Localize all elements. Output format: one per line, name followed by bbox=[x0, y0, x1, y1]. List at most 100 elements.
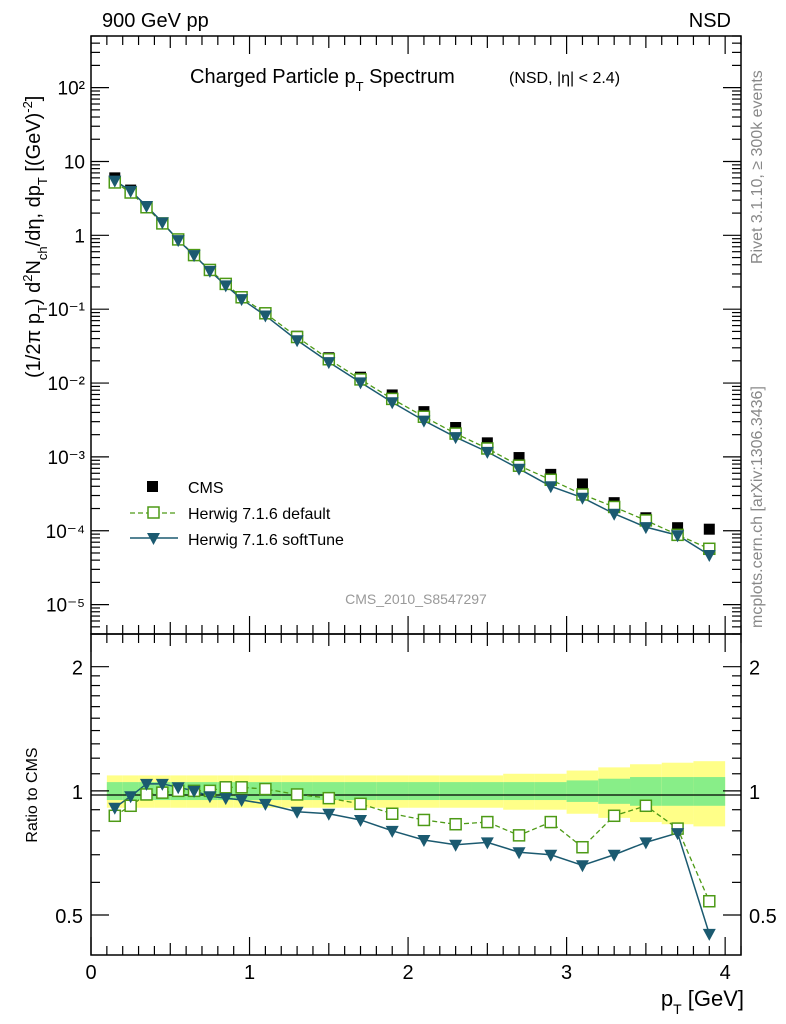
main-y-tick-label: 10⁻¹ bbox=[48, 300, 86, 321]
main-data-marks bbox=[108, 172, 716, 562]
main-y-tick-label: 10² bbox=[58, 79, 85, 100]
ratio-band-inner bbox=[439, 782, 472, 801]
main-point-softtune bbox=[290, 335, 304, 348]
main-point-softtune bbox=[417, 415, 431, 428]
header-left: 900 GeV pp bbox=[102, 10, 209, 32]
ratio-point-softtune bbox=[544, 849, 558, 862]
main-point-softtune bbox=[187, 250, 201, 263]
main-point-softtune bbox=[702, 549, 716, 562]
main-point-softtune bbox=[354, 377, 368, 390]
main-point-softtune bbox=[171, 235, 185, 248]
ratio-point-default bbox=[607, 809, 621, 823]
x-tick-label: 3 bbox=[561, 962, 572, 984]
main-y-tick-label: 10⁻⁵ bbox=[46, 596, 85, 617]
ratio-point-softtune bbox=[449, 839, 463, 852]
ratio-band-inner bbox=[344, 782, 377, 801]
main-point-softtune bbox=[235, 294, 249, 307]
ratio-y-tick-label: 1 bbox=[72, 782, 83, 804]
main-point-softtune bbox=[258, 310, 272, 323]
ratio-point-softtune bbox=[155, 778, 169, 791]
ratio-point-default bbox=[449, 817, 462, 831]
main-point-softtune bbox=[219, 280, 233, 293]
rivet-side-label: Rivet 3.1.10, ≥ 300k events bbox=[749, 70, 766, 264]
main-point-softtune bbox=[108, 175, 122, 188]
ratio-point-softtune bbox=[258, 798, 272, 811]
ratio-band-inner bbox=[408, 782, 440, 801]
ratio-band-inner bbox=[534, 782, 567, 801]
legend-label-cms: CMS bbox=[188, 480, 224, 497]
ratio-point-softtune bbox=[124, 791, 138, 804]
ratio-point-softtune bbox=[512, 847, 526, 860]
main-title: Charged Particle pT Spectrum bbox=[190, 66, 455, 94]
main-line-softtune bbox=[114, 180, 710, 556]
ratio-point-default bbox=[703, 894, 716, 908]
main-y-tick-label: 10⁻² bbox=[48, 374, 86, 395]
ratio-point-default bbox=[639, 799, 653, 813]
ratio-point-default bbox=[417, 813, 431, 827]
ratio-point-default bbox=[512, 829, 526, 842]
ratio-axis-ticks: 0.5 0.5 1 1 2 2 0 1 2 3 4 bbox=[55, 634, 777, 984]
ratio-band-inner bbox=[566, 780, 599, 802]
header-right: NSD bbox=[689, 10, 731, 32]
main-y-tick-label: 1 bbox=[74, 226, 85, 247]
legend-marker-cms bbox=[147, 481, 158, 492]
ratio-point-softtune bbox=[171, 782, 185, 795]
x-tick-label: 0 bbox=[85, 962, 96, 984]
legend-marker-softtune bbox=[147, 533, 160, 545]
ratio-point-default bbox=[290, 788, 304, 801]
main-point-softtune bbox=[155, 217, 169, 230]
ratio-point-default bbox=[544, 815, 558, 829]
main-point-cms bbox=[672, 522, 684, 534]
ratio-data-marks bbox=[108, 778, 716, 941]
ratio-point-softtune bbox=[671, 828, 685, 841]
main-point-softtune bbox=[124, 185, 138, 198]
ratio-point-softtune bbox=[219, 793, 233, 806]
ratio-point-softtune bbox=[139, 778, 153, 791]
legend-marker-default bbox=[147, 506, 160, 519]
ratio-point-default bbox=[354, 797, 367, 811]
ratio-y-tick-label: 2 bbox=[72, 658, 83, 680]
main-point-softtune bbox=[544, 481, 558, 494]
ratio-point-softtune bbox=[607, 849, 621, 862]
main-point-softtune bbox=[607, 508, 621, 521]
ratio-band-inner bbox=[598, 778, 631, 804]
ratio-point-softtune bbox=[322, 808, 336, 821]
ratio-point-softtune bbox=[203, 791, 217, 804]
ratio-point-default bbox=[481, 815, 494, 829]
ratio-point-softtune bbox=[108, 802, 122, 815]
ratio-band-inner bbox=[661, 777, 694, 806]
x-axis-label: pT [GeV] bbox=[661, 986, 744, 1017]
ratio-y-tick-label-right: 2 bbox=[749, 658, 760, 680]
ratio-point-default bbox=[219, 781, 233, 794]
main-point-softtune bbox=[449, 432, 463, 445]
main-y-axis-label: (1/2π pT) d2Nch/dη, dpT [(GeV)-2] bbox=[20, 96, 50, 378]
ratio-point-default bbox=[576, 840, 589, 854]
x-tick-label: 4 bbox=[720, 962, 731, 984]
main-point-cms bbox=[513, 452, 525, 464]
main-point-softtune bbox=[322, 357, 336, 370]
ratio-point-softtune bbox=[354, 814, 368, 827]
ratio-point-softtune bbox=[385, 825, 399, 838]
x-tick-label: 2 bbox=[403, 962, 414, 984]
legend-label-default: Herwig 7.1.6 default bbox=[188, 506, 331, 523]
analysis-label: CMS_2010_S8547297 bbox=[345, 591, 487, 607]
ratio-point-softtune bbox=[702, 928, 716, 941]
ratio-y-tick-label-right: 1 bbox=[749, 782, 760, 804]
ratio-point-softtune bbox=[417, 835, 431, 848]
x-tick-label: 1 bbox=[244, 962, 255, 984]
main-point-softtune bbox=[139, 200, 153, 213]
main-point-cms bbox=[576, 478, 588, 490]
main-axis-ticks: 10⁻⁵ 10⁻⁴ 10⁻³ 10⁻² 10⁻¹ 1 10 10² bbox=[46, 35, 742, 635]
main-point-softtune bbox=[512, 463, 526, 476]
ratio-point-softtune bbox=[639, 837, 653, 850]
mcplots-side-label: mcplots.cern.ch [arXiv:1306.3436] bbox=[749, 386, 766, 628]
main-y-tick-label: 10⁻⁴ bbox=[46, 522, 85, 543]
ratio-y-axis-label: Ratio to CMS bbox=[24, 747, 41, 842]
ratio-band-inner bbox=[693, 777, 726, 806]
ratio-band-inner bbox=[503, 782, 535, 801]
ratio-band-inner bbox=[376, 782, 409, 801]
main-y-tick-label: 10⁻³ bbox=[48, 448, 86, 469]
main-point-softtune bbox=[575, 492, 589, 505]
ratio-y-tick-label: 0.5 bbox=[55, 906, 83, 928]
